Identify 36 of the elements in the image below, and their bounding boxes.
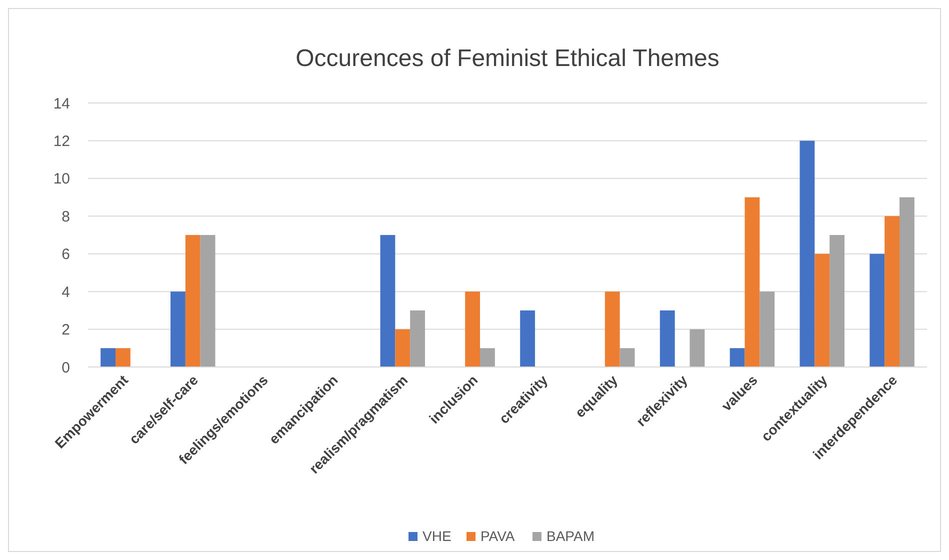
bar — [116, 348, 130, 367]
bar — [814, 254, 830, 367]
bar — [380, 235, 396, 367]
bar — [690, 329, 705, 367]
bar — [185, 235, 200, 367]
bar — [900, 197, 914, 367]
bar — [520, 310, 535, 367]
bar — [465, 292, 480, 367]
y-tick-label: 2 — [62, 322, 70, 339]
y-tick-label: 14 — [53, 95, 70, 112]
bar — [660, 310, 675, 367]
chart-title: Occurences of Feminist Ethical Themes — [296, 45, 720, 72]
bar — [480, 348, 495, 367]
bar — [604, 292, 620, 367]
y-tick-label: 6 — [62, 246, 70, 264]
legend-label: PAVA — [480, 528, 516, 544]
bar — [620, 348, 635, 367]
bar — [170, 292, 186, 367]
y-tick-label: 0 — [62, 359, 70, 376]
bar — [395, 329, 410, 367]
y-tick-label: 12 — [53, 132, 70, 150]
bar — [800, 140, 815, 367]
y-tick-label: 4 — [62, 284, 70, 301]
y-tick-label: 10 — [53, 170, 70, 188]
legend-label: BAPAM — [546, 528, 594, 544]
bar — [870, 254, 885, 367]
legend-label: VHE — [422, 528, 452, 544]
bar — [730, 348, 745, 367]
bar — [884, 216, 900, 367]
bar — [830, 235, 844, 367]
bar — [744, 197, 760, 367]
bar — [200, 235, 216, 367]
bar — [410, 310, 425, 367]
y-tick-label: 8 — [62, 208, 70, 226]
bar — [760, 292, 775, 367]
bar — [100, 348, 116, 367]
